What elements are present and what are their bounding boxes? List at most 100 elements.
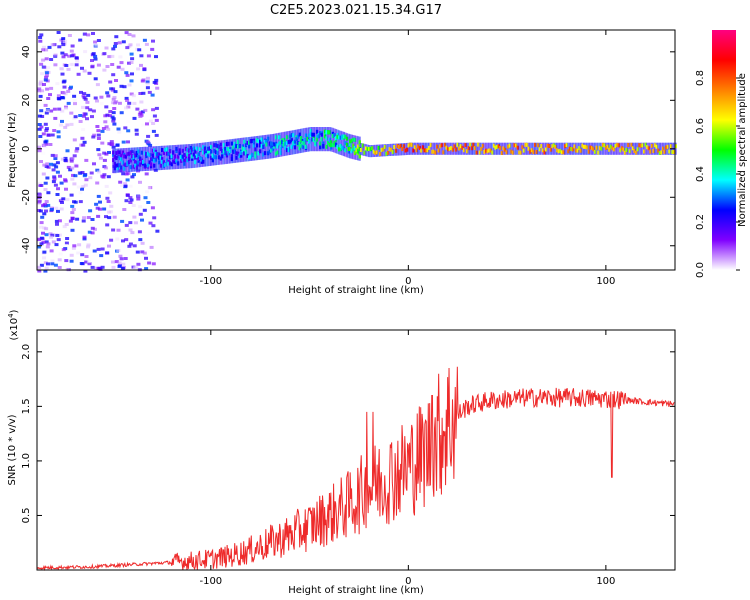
spectrogram-noise-cell — [53, 116, 58, 120]
spectrogram-ridge-cell — [290, 144, 293, 149]
spectrogram-ridge-cell — [255, 138, 259, 143]
spectrogram-ridge-cell — [298, 146, 301, 151]
spectrogram-noise-cell — [112, 215, 117, 219]
spectrogram-ridge-cell — [229, 149, 232, 153]
spectrogram-ridge-cell — [301, 140, 305, 145]
spectrogram-noise-cell — [142, 67, 147, 71]
spectrogram-ridge-cell — [429, 143, 433, 148]
spectrogram-noise-cell — [111, 111, 116, 115]
spectrogram-ridge-cell — [464, 143, 467, 148]
spectrogram-noise-cell — [63, 53, 68, 57]
spectrogram-noise-cell — [116, 228, 121, 232]
spectrogram-ridge-cell — [434, 150, 437, 155]
spectrogram-noise-cell — [40, 215, 45, 219]
spectrogram-noise-cell — [55, 222, 59, 226]
spectrogram-halo-cell — [537, 142, 540, 155]
spectrogram-ridge-cell — [263, 151, 267, 156]
spectrogram-halo-cell — [298, 129, 301, 154]
spectrogram-noise-cell — [45, 176, 50, 180]
spectrogram-noise-cell — [44, 74, 49, 77]
spectrogram-ridge-cell — [571, 147, 575, 152]
spectrogram-halo-cell — [251, 136, 254, 161]
spectrogram-ridge-cell — [366, 147, 369, 152]
y-tick-label: -20 — [21, 189, 32, 205]
spectrogram-noise-cell — [46, 242, 51, 246]
spectrogram-halo-cell — [644, 142, 647, 155]
spectrogram-ridge-cell — [315, 137, 319, 142]
spectrogram-noise-cell — [60, 72, 65, 76]
spectrogram-ridge-cell — [296, 134, 300, 139]
spectrogram-halo-cell — [417, 142, 420, 155]
spectrogram-halo-cell — [235, 138, 238, 163]
spectrogram-halo-cell — [263, 135, 266, 160]
spectrogram-noise-cell — [81, 105, 85, 109]
spectrogram-noise-cell — [43, 103, 48, 107]
spectrogram-ridge-cell — [369, 147, 372, 152]
spectrogram-ridge-cell — [121, 160, 124, 165]
figure-title: C2E5.2023.021.15.34.G17 — [270, 3, 442, 18]
spectrogram-noise-cell — [145, 190, 150, 194]
spectrogram-noise-cell — [128, 228, 133, 232]
spectrogram-ridge-cell — [436, 144, 439, 149]
spectrogram-ridge-cell — [655, 144, 658, 149]
spectrogram-ridge-cell — [548, 144, 551, 148]
spectrogram-ridge-cell — [200, 159, 203, 164]
spectrogram-ridge-cell — [349, 147, 352, 151]
spectrogram-noise-cell — [105, 196, 110, 200]
spectrogram-ridge-cell — [519, 150, 523, 155]
spectrogram-halo-cell — [573, 142, 576, 155]
spectrogram-noise-cell — [64, 223, 69, 226]
spectrogram-ridge-cell — [161, 148, 164, 152]
spectrogram-ridge-cell — [251, 139, 254, 143]
spectrogram-noise-cell — [119, 84, 124, 88]
spectrogram-noise-cell — [140, 250, 145, 254]
spectrogram-ridge-cell — [150, 162, 153, 167]
spectrogram-ridge-cell — [481, 143, 485, 148]
snr-panel: -100 0 100 0.5 1.0 1.5 2.0 Height of straight … — [7, 309, 676, 596]
spectrogram-ridge-cell — [123, 166, 126, 171]
spectrogram-noise-cell — [69, 49, 74, 53]
spectrogram-halo-cell — [230, 139, 233, 164]
spectrogram-ridge-cell — [293, 145, 297, 150]
spectrogram-noise-cell — [97, 153, 102, 157]
spectrogram-noise-cell — [95, 99, 99, 103]
spectrogram-ridge-cell — [273, 142, 276, 147]
spectrogram-ridge-cell — [159, 155, 162, 160]
spectrogram-noise-cell — [108, 80, 113, 84]
spectrogram-noise-cell — [96, 194, 101, 198]
spectrogram-noise-cell — [66, 101, 71, 105]
spectrogram-noise-cell — [109, 204, 114, 208]
spectrogram-noise-cell — [46, 97, 51, 100]
spectrogram-ridge-cell — [112, 158, 115, 163]
spectrogram-noise-cell — [59, 181, 64, 185]
spectrogram-ridge-cell — [342, 146, 346, 151]
spectrogram-noise-cell — [96, 137, 101, 140]
spectrogram-ridge-cell — [300, 136, 303, 140]
spectrogram-noise-cell — [90, 65, 95, 69]
spectrogram-noise-cell — [152, 114, 157, 118]
spectrogram-ridge-cell — [617, 143, 621, 148]
spectrogram-ridge-cell — [208, 146, 211, 151]
spectrogram-halo-cell — [641, 142, 644, 155]
spectrogram-noise-cell — [151, 262, 156, 266]
spectrogram-noise-cell — [56, 130, 61, 134]
spectrogram-ridge-cell — [559, 148, 562, 153]
spectrogram-noise-cell — [69, 122, 74, 126]
spectrogram-halo-cell — [146, 146, 149, 171]
spectrogram-noise-cell — [111, 119, 116, 123]
spectrogram-noise-cell — [141, 91, 146, 95]
spectrogram-ridge-cell — [175, 146, 178, 151]
spectrogram-halo-cell — [323, 127, 326, 152]
spectrogram-ridge-cell — [260, 137, 263, 142]
spectrogram-noise-cell — [64, 259, 69, 263]
spectrogram-noise-cell — [132, 244, 137, 248]
spectrogram-ridge-cell — [248, 144, 251, 149]
spectrogram-ridge-cell — [350, 149, 354, 154]
spectrogram-noise-cell — [94, 202, 99, 206]
spectrogram-noise-cell — [85, 117, 89, 121]
spectrogram-ridge-cell — [516, 145, 519, 150]
spectrogram-ridge-cell — [600, 146, 603, 151]
spectrogram-noise-cell — [39, 109, 44, 113]
spectrogram-noise-cell — [37, 123, 42, 126]
spectrogram-noise-cell — [129, 52, 134, 56]
